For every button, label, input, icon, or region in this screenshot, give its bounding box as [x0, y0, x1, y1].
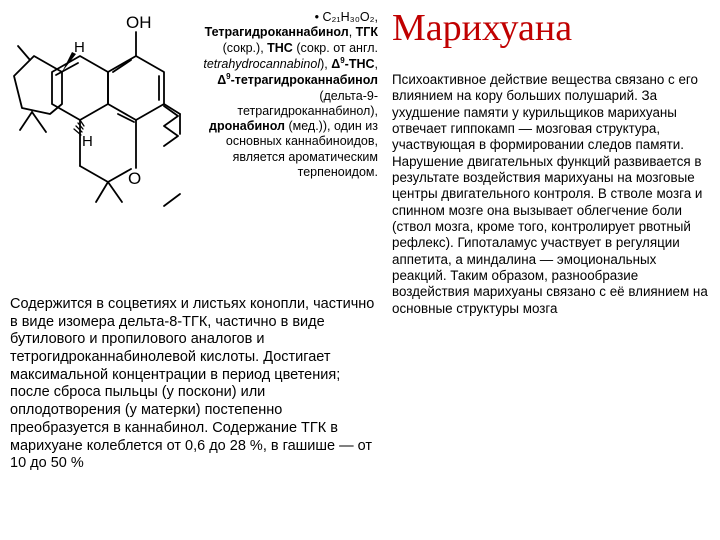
body-left: Содержится в соцветиях и листьях конопли… — [10, 296, 380, 473]
body-right: Психоактивное действие вещества связано … — [392, 72, 710, 317]
formula: C₂₁H₃₀O₂ — [323, 10, 375, 24]
page-title: Марихуана — [392, 6, 712, 50]
svg-text:OH: OH — [126, 14, 152, 32]
chemical-structure: OH H H O — [6, 14, 192, 264]
name-ru: Тетрагидроканнабинол — [205, 25, 349, 39]
compound-description: • C₂₁H₃₀O₂, Тетрагидроканнабинол, ТГК (с… — [196, 10, 378, 180]
svg-text:H: H — [74, 39, 85, 56]
svg-text:O: O — [128, 169, 141, 188]
svg-text:H: H — [82, 133, 93, 150]
